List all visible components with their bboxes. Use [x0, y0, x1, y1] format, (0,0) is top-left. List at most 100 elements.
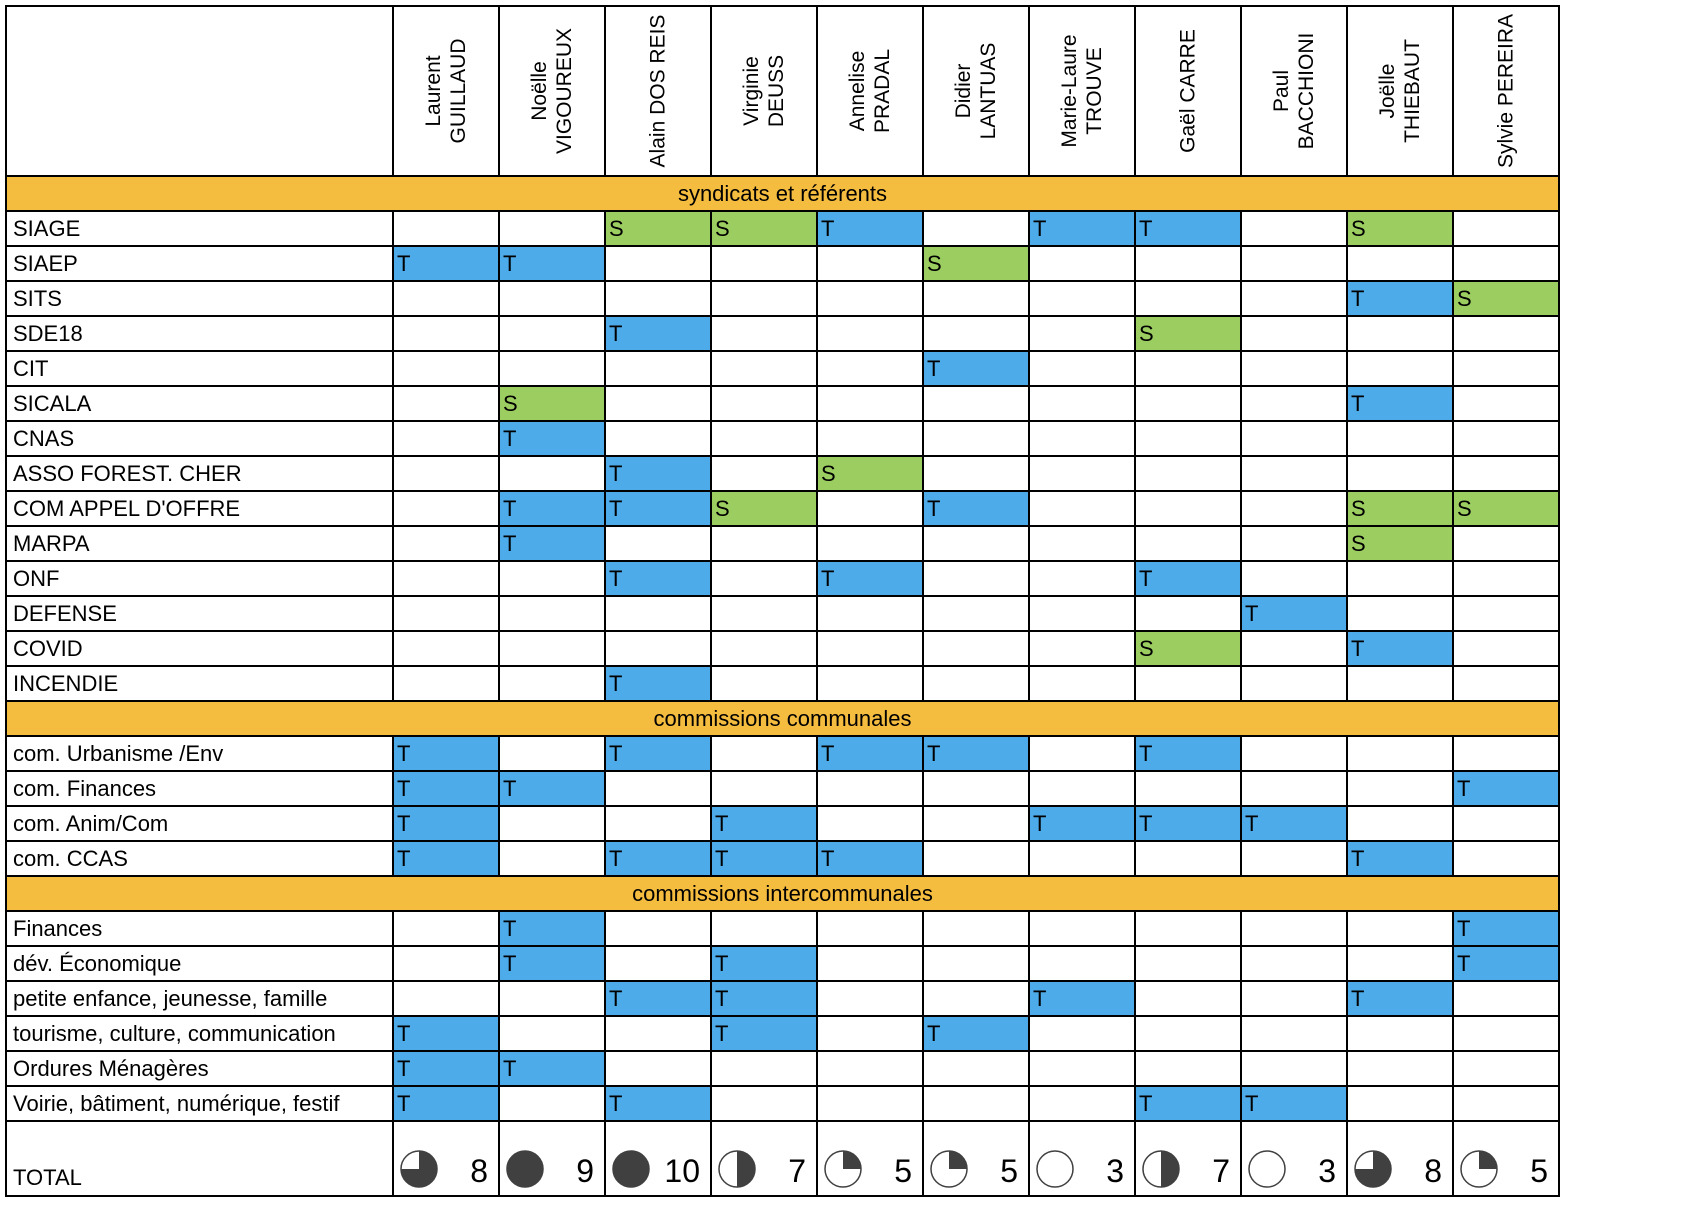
titulaire-cell: T [816, 840, 924, 877]
empty-cell [816, 665, 924, 702]
empty-cell [710, 630, 818, 667]
section-row: syndicats et référents [5, 175, 1560, 212]
empty-cell [604, 350, 712, 387]
empty-cell [1452, 805, 1560, 842]
empty-cell [710, 560, 818, 597]
section-row: commissions intercommunales [5, 875, 1560, 912]
table-row: COVID S T [5, 630, 1560, 667]
empty-cell [710, 385, 818, 422]
titulaire-cell: T [710, 840, 818, 877]
row-label: com. Finances [5, 770, 394, 807]
empty-cell [392, 525, 500, 562]
empty-cell [1028, 910, 1136, 947]
table-row: DEFENSE T [5, 595, 1560, 632]
empty-cell [1240, 630, 1348, 667]
harvey-ball-icon [506, 1150, 544, 1188]
empty-cell [1134, 280, 1242, 317]
empty-cell [392, 560, 500, 597]
total-cell: 8 [1346, 1120, 1454, 1197]
empty-cell [816, 385, 924, 422]
empty-cell [1346, 1050, 1454, 1087]
titulaire-cell: T [392, 840, 500, 877]
titulaire-cell: T [498, 1050, 606, 1087]
titulaire-cell: T [710, 1015, 818, 1052]
row-label: CNAS [5, 420, 394, 457]
empty-cell [1028, 840, 1136, 877]
empty-cell [1134, 455, 1242, 492]
empty-cell [1028, 560, 1136, 597]
empty-cell [1028, 420, 1136, 457]
empty-cell [1240, 1050, 1348, 1087]
empty-cell [392, 280, 500, 317]
empty-cell [1240, 210, 1348, 247]
empty-cell [1028, 490, 1136, 527]
table-row: ONF T T T [5, 560, 1560, 597]
titulaire-cell: T [392, 770, 500, 807]
empty-cell [922, 1085, 1030, 1122]
empty-cell [392, 980, 500, 1017]
titulaire-cell: T [816, 210, 924, 247]
empty-cell [604, 280, 712, 317]
harvey-ball-icon [1142, 1150, 1180, 1188]
empty-cell [710, 770, 818, 807]
harvey-ball-icon [930, 1150, 968, 1188]
empty-cell [1240, 945, 1348, 982]
table-row: CIT T [5, 350, 1560, 387]
suppleant-cell: S [1346, 490, 1454, 527]
empty-cell [1346, 735, 1454, 772]
titulaire-cell: T [1240, 1085, 1348, 1122]
total-cell: 3 [1028, 1120, 1136, 1197]
titulaire-cell: T [1346, 385, 1454, 422]
suppleant-cell: S [922, 245, 1030, 282]
empty-cell [392, 630, 500, 667]
harvey-ball-icon [612, 1150, 650, 1188]
titulaire-cell: T [816, 735, 924, 772]
table-row: SIAGE S S T T T S [5, 210, 1560, 247]
total-value: 7 [788, 1153, 806, 1189]
empty-cell [922, 280, 1030, 317]
harvey-ball-icon [1036, 1150, 1074, 1188]
total-value: 9 [576, 1153, 594, 1189]
empty-cell [498, 840, 606, 877]
row-label: com. Anim/Com [5, 805, 394, 842]
empty-cell [922, 525, 1030, 562]
harvey-ball-icon [824, 1150, 862, 1188]
row-label: Ordures Ménagères [5, 1050, 394, 1087]
member-name: Annelise PRADAL [845, 48, 894, 134]
empty-cell [1028, 350, 1136, 387]
empty-cell [1240, 490, 1348, 527]
empty-cell [1134, 350, 1242, 387]
empty-cell [710, 1085, 818, 1122]
row-label: dév. Économique [5, 945, 394, 982]
empty-cell [1028, 595, 1136, 632]
empty-cell [1134, 1015, 1242, 1052]
titulaire-cell: T [604, 665, 712, 702]
member-header: Annelise PRADAL [816, 5, 924, 177]
empty-cell [816, 1050, 924, 1087]
empty-cell [392, 385, 500, 422]
empty-cell [1240, 735, 1348, 772]
empty-cell [1134, 910, 1242, 947]
titulaire-cell: T [1346, 840, 1454, 877]
empty-cell [816, 420, 924, 457]
table-row: COM APPEL D'OFFRE T T S T S S [5, 490, 1560, 527]
empty-cell [1028, 735, 1136, 772]
empty-cell [816, 770, 924, 807]
table-row: INCENDIE T [5, 665, 1560, 702]
empty-cell [392, 210, 500, 247]
total-cell: 10 [604, 1120, 712, 1197]
empty-cell [604, 595, 712, 632]
empty-cell [1028, 525, 1136, 562]
empty-cell [1028, 385, 1136, 422]
assignment-table: Laurent GUILLAUD Noëlle VIGOUREUX Alain DO… [5, 5, 1560, 1197]
member-name: Virginie DEUSS [739, 54, 788, 128]
suppleant-cell: S [1134, 630, 1242, 667]
titulaire-cell: T [1134, 735, 1242, 772]
titulaire-cell: T [1134, 1085, 1242, 1122]
empty-cell [392, 350, 500, 387]
table-row: com. Finances T T T [5, 770, 1560, 807]
empty-cell [1452, 350, 1560, 387]
titulaire-cell: T [1134, 560, 1242, 597]
empty-cell [604, 945, 712, 982]
suppleant-cell: S [710, 490, 818, 527]
